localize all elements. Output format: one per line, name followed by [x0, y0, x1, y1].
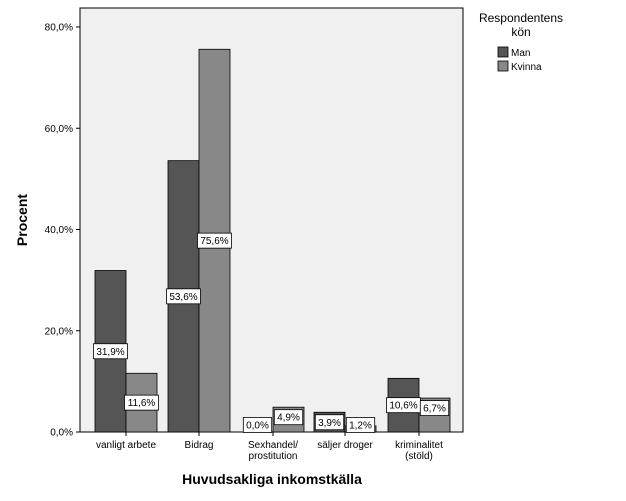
data-label-box	[197, 232, 232, 249]
data-label: 11,6%	[128, 398, 156, 409]
data-label-box	[242, 417, 273, 433]
data-label-box	[314, 414, 345, 431]
data-label: 10,6%	[389, 401, 417, 412]
legend-title: Respondentens	[479, 11, 563, 25]
legend-title-line2: kön	[511, 25, 530, 39]
data-label-box	[166, 288, 201, 305]
legend-swatch-man	[497, 46, 509, 58]
data-label-box	[345, 417, 376, 433]
data-label: 31,9%	[96, 347, 124, 358]
plot-area	[79, 7, 464, 433]
data-label: 3,9%	[318, 418, 341, 429]
data-label: 1,2%	[349, 421, 372, 432]
x-tick-label: vanligt arbete	[96, 440, 156, 451]
y-tick-label: 40,0%	[45, 225, 73, 236]
x-axis-title: Huvudsakliga inkomstkälla	[182, 471, 362, 487]
data-label: 0,0%	[246, 421, 269, 432]
data-label: 6,7%	[423, 404, 446, 415]
y-axis-title: Procent	[14, 194, 30, 246]
x-tick-label: Sexhandel/prostitution	[248, 440, 298, 462]
legend-label-man: Man	[511, 48, 530, 59]
x-tick-label: Bidrag	[185, 440, 214, 451]
data-label-box	[419, 400, 450, 416]
y-tick-label: 20,0%	[45, 326, 73, 337]
data-label: 53,6%	[169, 292, 197, 303]
x-tick-label: säljer droger	[317, 440, 373, 451]
x-tick-label: kriminalitet (stöld)	[395, 440, 443, 462]
y-tick-label: 0,0%	[50, 428, 73, 439]
y-tick-label: 60,0%	[45, 124, 73, 135]
data-label: 4,9%	[277, 413, 300, 424]
y-tick-label: 80,0%	[45, 23, 73, 34]
data-label-box	[124, 394, 159, 411]
data-label-box	[273, 409, 304, 426]
legend-label-kvinna: Kvinna	[511, 62, 542, 73]
data-label-box	[93, 343, 128, 360]
legend-swatch-kvinna	[497, 60, 509, 72]
data-label: 75,6%	[200, 236, 228, 247]
